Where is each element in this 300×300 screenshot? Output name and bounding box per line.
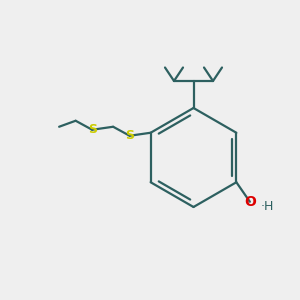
Text: S: S <box>125 129 134 142</box>
Text: S: S <box>88 123 97 136</box>
Text: ·H: ·H <box>260 200 274 213</box>
Text: O: O <box>244 195 256 209</box>
